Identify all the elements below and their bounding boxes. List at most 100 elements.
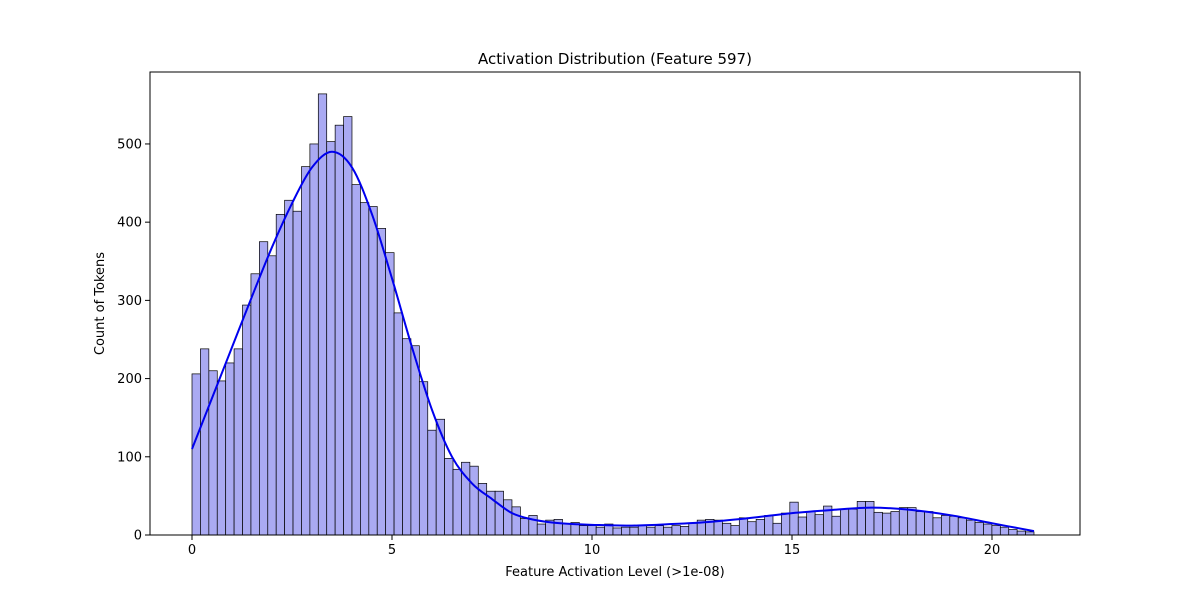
histogram-bar	[595, 526, 605, 536]
histogram-bar	[1016, 530, 1026, 536]
histogram-bar	[966, 519, 976, 536]
histogram-bar	[334, 124, 344, 536]
plot-frame	[149, 71, 1081, 536]
histogram-bar	[646, 526, 656, 536]
histogram-bar	[621, 526, 631, 536]
histogram-bar	[839, 508, 850, 536]
histogram-bar	[629, 526, 639, 536]
histogram-bar	[848, 508, 858, 536]
histogram-bar	[494, 490, 504, 536]
histogram-bar	[747, 521, 757, 536]
histogram-bar	[309, 143, 319, 536]
histogram-bar	[360, 202, 370, 536]
y-tick-label: 100	[117, 450, 142, 465]
histogram-bar	[385, 252, 395, 536]
histogram-bar	[191, 373, 201, 536]
histogram-bar	[250, 273, 260, 536]
histogram-bar	[781, 512, 791, 536]
histogram-bar	[351, 184, 361, 536]
y-tick-label: 300	[117, 294, 142, 309]
histogram-bar	[671, 525, 681, 536]
histogram-bar	[873, 511, 883, 536]
histogram-bar	[991, 525, 1001, 536]
histogram-bar	[553, 519, 563, 536]
histogram-bar	[402, 338, 412, 536]
histogram-bar	[284, 199, 294, 536]
histogram-bar	[368, 206, 378, 536]
histogram-bar	[941, 515, 951, 536]
histogram-bar	[326, 141, 336, 536]
histogram-bar	[882, 512, 892, 536]
histogram-bar	[999, 526, 1010, 536]
histogram-bar	[949, 515, 959, 536]
histogram-bar	[578, 525, 589, 536]
histogram-bar	[562, 523, 572, 536]
histogram-bar	[890, 511, 900, 536]
x-tick-label: 0	[188, 543, 196, 558]
histogram-bar	[722, 522, 732, 536]
histogram-bar	[511, 506, 521, 536]
y-tick-label: 0	[134, 529, 142, 544]
histogram-bar	[536, 523, 546, 536]
histogram-bar	[200, 348, 210, 536]
histogram-bar	[301, 166, 311, 536]
x-tick-label: 5	[388, 543, 396, 558]
histogram-bar	[233, 348, 243, 536]
x-axis: 0 5 10 15 20	[188, 535, 1000, 558]
histogram-bar	[738, 517, 749, 536]
x-tick-label: 15	[784, 543, 801, 558]
histogram-bar	[915, 511, 925, 536]
histogram-bar	[932, 517, 942, 536]
y-tick-label: 200	[117, 372, 142, 387]
histogram-bar	[755, 519, 765, 536]
histogram-bar	[806, 511, 816, 536]
bars-group	[191, 93, 1035, 536]
histogram-bar	[907, 507, 917, 536]
histogram-bar	[216, 380, 227, 536]
histogram-bar	[259, 241, 269, 536]
x-tick-label: 20	[984, 543, 1001, 558]
histogram-bar	[814, 514, 824, 536]
histogram-bar	[343, 116, 353, 536]
x-axis-title: Feature Activation Level (>1e-08)	[505, 565, 724, 580]
histogram-bar	[688, 522, 698, 536]
histogram-bar	[898, 507, 909, 536]
histogram-bar	[865, 501, 875, 536]
histogram-bar	[469, 465, 479, 536]
histogram-bar	[587, 525, 597, 536]
x-tick-label: 10	[584, 543, 601, 558]
histogram-bar	[452, 468, 462, 536]
histogram-bar	[225, 362, 235, 536]
histogram-bar	[444, 458, 454, 536]
histogram-bar	[1008, 529, 1018, 536]
histogram-bar	[789, 501, 799, 536]
y-tick-label: 500	[117, 137, 142, 152]
histogram-bar	[418, 381, 429, 536]
histogram-bar	[983, 523, 993, 536]
histogram-bar	[730, 525, 740, 536]
histogram-bar	[410, 345, 420, 536]
histogram-bar	[654, 525, 664, 536]
histogram-bar	[663, 526, 673, 536]
histogram-bar	[764, 515, 774, 536]
histogram-bar	[831, 515, 841, 536]
histogram-bar	[520, 518, 530, 536]
histogram-bar	[376, 228, 387, 536]
histogram-bar	[427, 429, 437, 536]
histogram-bar	[292, 210, 302, 536]
histogram-bar	[503, 499, 513, 536]
y-tick-label: 400	[117, 216, 142, 231]
histogram-bar	[242, 304, 252, 536]
histogram-bar	[680, 526, 690, 536]
histogram-bar	[393, 312, 403, 536]
histogram-bar	[267, 255, 277, 536]
y-axis: 0 100 200 300 400 500	[117, 137, 150, 544]
histogram-bar	[772, 522, 782, 536]
y-axis-title: Count of Tokens	[93, 252, 108, 355]
histogram-bar	[924, 511, 934, 536]
histogram-bar	[974, 522, 984, 536]
histogram-bar	[275, 213, 285, 536]
histogram-bar	[612, 527, 622, 536]
histogram-bar	[856, 501, 866, 536]
